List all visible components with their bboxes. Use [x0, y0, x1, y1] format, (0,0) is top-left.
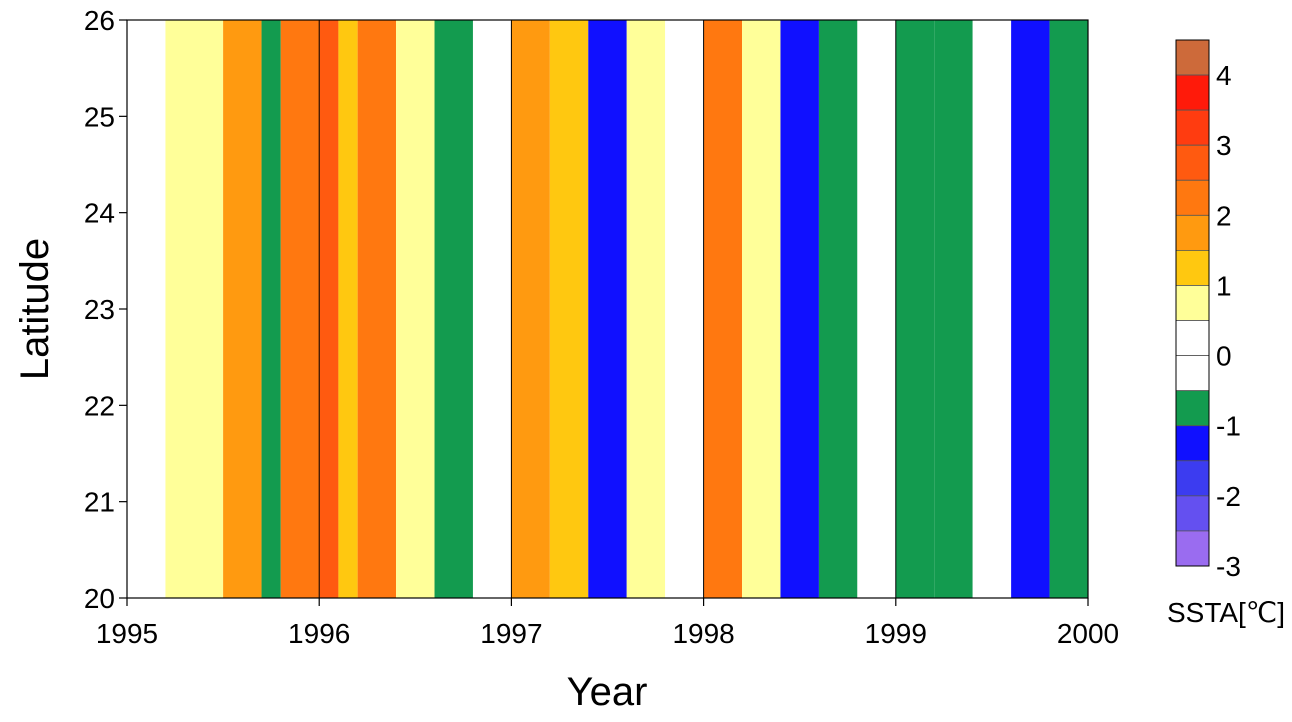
anomaly-band-7: [357, 20, 397, 598]
colorbar-swatch-13: [1175, 495, 1210, 532]
anomaly-band-23: [972, 20, 1012, 598]
y-tick-label-5: 25: [84, 101, 115, 132]
anomaly-bands: [127, 20, 1088, 598]
colorbar-tick-label-4: 0: [1216, 341, 1232, 372]
y-axis-ticks: 20 21 22 23 24 25 26: [84, 5, 127, 614]
y-axis-label: Latitude: [13, 238, 57, 380]
anomaly-band-2: [223, 20, 262, 598]
colorbar-swatch-12: [1175, 460, 1210, 497]
anomaly-band-15: [665, 20, 704, 598]
y-tick-label-1: 21: [84, 487, 115, 518]
colorbar-tick-label-6: -2: [1216, 481, 1241, 512]
anomaly-band-21: [895, 20, 935, 598]
anomaly-band-6: [338, 20, 358, 598]
x-axis-ticks: 1995 1996 1997 1998 1999 2000: [96, 598, 1119, 649]
colorbar-frame: [1175, 39, 1210, 567]
colorbar-tick-label-3: 1: [1216, 270, 1232, 301]
colorbar-swatch-3: [1175, 144, 1210, 181]
colorbar-swatch-11: [1175, 425, 1210, 462]
anomaly-band-14: [626, 20, 666, 598]
colorbar-swatch-2: [1175, 109, 1210, 146]
anomaly-band-10: [472, 20, 512, 598]
anomaly-band-0: [127, 20, 166, 598]
x-tick-label-2: 1997: [480, 618, 542, 649]
colorbar-swatch-9: [1175, 355, 1210, 392]
colorbar-tick-label-5: -1: [1216, 411, 1241, 442]
colorbar-tick-label-1: 3: [1216, 130, 1232, 161]
colorbar-swatch-4: [1175, 179, 1210, 216]
anomaly-band-19: [818, 20, 858, 598]
y-tick-label-0: 20: [84, 583, 115, 614]
anomaly-band-24: [1011, 20, 1050, 598]
year-gridlines: [318, 20, 897, 598]
colorbar-swatch-6: [1175, 249, 1210, 286]
anomaly-band-12: [549, 20, 589, 598]
colorbar-swatch-7: [1175, 285, 1210, 321]
colorbar-swatch-1: [1175, 74, 1210, 111]
x-tick-label-4: 1999: [865, 618, 927, 649]
anomaly-band-18: [780, 20, 819, 598]
colorbar-tick-label-7: -3: [1216, 551, 1241, 582]
colorbar-swatch-14: [1175, 530, 1210, 567]
x-tick-label-0: 1995: [96, 618, 158, 649]
x-tick-label-3: 1998: [672, 618, 734, 649]
colorbar-swatch-10: [1175, 390, 1210, 427]
anomaly-band-9: [434, 20, 473, 598]
y-tick-label-4: 24: [84, 198, 115, 229]
anomaly-band-5: [319, 20, 339, 598]
anomaly-band-4: [280, 20, 320, 598]
colorbar-swatch-5: [1175, 214, 1210, 251]
anomaly-band-1: [165, 20, 224, 598]
anomaly-band-11: [511, 20, 550, 598]
y-tick-label-2: 22: [84, 390, 115, 421]
anomaly-band-17: [742, 20, 781, 598]
colorbar-swatch-0: [1175, 39, 1210, 76]
colorbar-tick-label-0: 4: [1216, 60, 1232, 91]
anomaly-band-8: [396, 20, 435, 598]
anomaly-band-25: [1049, 20, 1088, 598]
y-tick-label-3: 23: [84, 294, 115, 325]
anomaly-band-22: [934, 20, 973, 598]
anomaly-band-16: [703, 20, 743, 598]
anomaly-band-3: [261, 20, 281, 598]
colorbar-tick-label-2: 2: [1216, 200, 1232, 231]
colorbar-label: SSTA[℃]: [1167, 597, 1285, 628]
x-tick-label-1: 1996: [288, 618, 350, 649]
colorbar: 4 3 2 1 0 -1 -2 -3: [1175, 39, 1241, 582]
y-tick-label-6: 26: [84, 5, 115, 36]
x-tick-label-5: 2000: [1057, 618, 1119, 649]
x-axis-label: Year: [567, 670, 648, 714]
colorbar-swatch-8: [1175, 320, 1210, 356]
anomaly-band-13: [588, 20, 627, 598]
anomaly-band-20: [857, 20, 896, 598]
